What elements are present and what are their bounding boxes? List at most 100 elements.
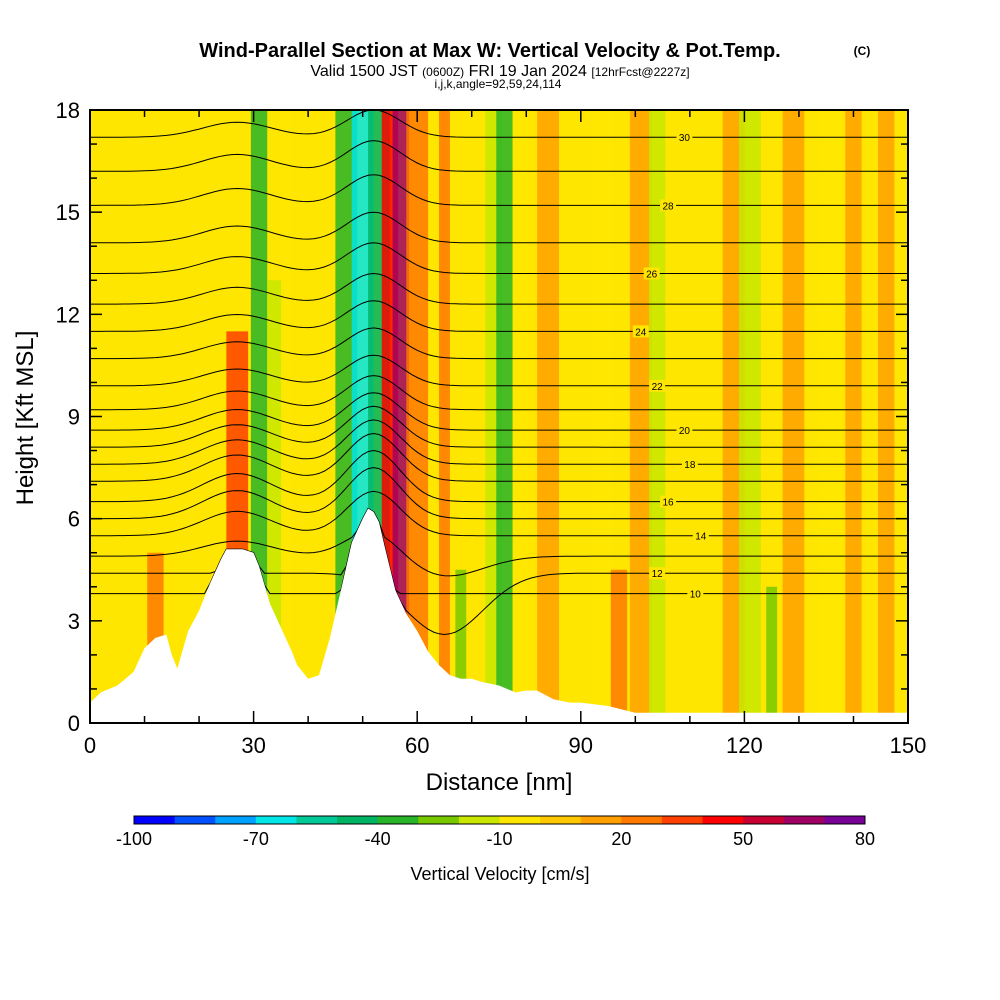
colorbar-swatch <box>337 816 379 824</box>
colorbar-tick-label: 50 <box>733 829 753 849</box>
colorbar-tick-label: -100 <box>116 829 152 849</box>
y-tick-label: 3 <box>68 609 80 634</box>
velocity-band <box>439 110 450 723</box>
theta-contour-line <box>90 507 908 577</box>
x-axis: 0 30 60 90 120 150 <box>84 110 926 758</box>
valid-prefix: Valid 1500 JST <box>310 63 418 80</box>
colorbar-tick-label: 80 <box>855 829 875 849</box>
colorbar-swatch <box>743 816 785 824</box>
contour-label: 16 <box>662 498 674 509</box>
x-tick-label: 150 <box>890 733 927 758</box>
colorbar-swatch <box>580 816 622 824</box>
terrain-mask <box>90 508 908 723</box>
y-tick-label: 12 <box>56 302 80 327</box>
colorbar-tick-label: -10 <box>486 829 512 849</box>
theta-contour-line <box>90 110 908 138</box>
contour-label-bg <box>643 267 660 280</box>
theta-contour-line <box>90 140 908 172</box>
colorbar-swatch <box>215 816 257 824</box>
contour-label-bg <box>687 587 704 600</box>
y-tick-label: 9 <box>68 405 80 430</box>
contour-label: 20 <box>679 426 691 437</box>
contour-label: 24 <box>635 327 647 338</box>
y-tick-label: 0 <box>68 711 80 736</box>
x-tick-label: 0 <box>84 733 96 758</box>
theta-contour-line <box>90 211 908 244</box>
velocity-band <box>455 569 467 723</box>
y-axis: 0 3 6 9 12 15 18 <box>56 98 908 736</box>
velocity-band <box>392 110 410 723</box>
theta-contour-line <box>90 449 908 503</box>
valid-time-line: Valid 1500 JST (0600Z) FRI 19 Jan 2024 [… <box>310 63 689 80</box>
contour-label-bg <box>660 495 677 508</box>
theta-contour-line <box>90 490 908 537</box>
contour-label-bg <box>649 567 666 580</box>
colorbar-swatch <box>499 816 541 824</box>
theta-contour-line <box>90 392 908 431</box>
contour-label: 12 <box>652 569 664 580</box>
velocity-band <box>738 110 761 723</box>
valid-date: FRI 19 Jan 2024 <box>469 63 587 80</box>
y-tick-label: 18 <box>56 98 80 123</box>
colorbar-swatch <box>540 816 582 824</box>
theta-contour-line <box>90 405 908 448</box>
x-tick-label: 90 <box>569 733 593 758</box>
colorbar-tick-label: -40 <box>365 829 391 849</box>
colorbar-swatch <box>296 816 338 824</box>
theta-contour-line <box>90 419 908 465</box>
contour-label-bg <box>649 379 666 392</box>
colorbar-swatch <box>458 816 500 824</box>
velocity-band <box>766 586 778 723</box>
contour-label: 14 <box>695 532 707 543</box>
theta-contour-line <box>90 327 908 360</box>
theta-contour-line <box>90 467 908 520</box>
contour-label: 26 <box>646 269 658 280</box>
colorbar-frame <box>133 815 866 825</box>
velocity-band <box>845 110 862 723</box>
colorbar: -100 -70 -40 -10 20 50 80 <box>116 815 875 849</box>
x-tick-label: 60 <box>405 733 429 758</box>
contour-label: 18 <box>684 460 696 471</box>
theta-contour-line <box>90 432 908 482</box>
contour-label: 10 <box>690 590 702 601</box>
colorbar-swatch <box>824 816 866 824</box>
velocity-band <box>512 110 529 723</box>
x-tick-label: 120 <box>726 733 763 758</box>
velocity-band <box>818 110 846 723</box>
valid-zulu: (0600Z) <box>422 65 464 79</box>
y-axis-label: Height [Kft MSL] <box>12 331 39 506</box>
contour-label-bg <box>681 458 698 471</box>
x-tick-label: 30 <box>241 733 265 758</box>
colorbar-swatch <box>783 816 825 824</box>
contour-label-bg <box>632 325 649 338</box>
contour-label: 30 <box>679 133 691 144</box>
colorbar-swatch <box>377 816 419 824</box>
contour-label: 28 <box>662 201 674 212</box>
colorbar-swatch <box>621 816 663 824</box>
grid-index-line: i,j,k,angle=92,59,24,114 <box>435 77 562 91</box>
contour-label-bg <box>660 199 677 212</box>
colorbar-swatch <box>661 816 704 824</box>
y-tick-label: 15 <box>56 200 80 225</box>
velocity-band <box>496 110 513 723</box>
theta-contour-line <box>90 272 908 305</box>
velocity-band <box>610 569 628 723</box>
colorbar-swatch <box>174 816 216 824</box>
velocity-band <box>878 110 895 723</box>
theta-contours: 10 12 14 16 18 20 22 24 26 28 30 <box>90 110 908 636</box>
velocity-band <box>591 110 614 723</box>
velocity-band <box>782 110 805 723</box>
colorbar-tick-label: -70 <box>243 829 269 849</box>
velocity-band <box>629 110 652 723</box>
colorbar-swatch <box>255 816 297 824</box>
colorbar-swatch <box>418 816 460 824</box>
colorbar-tick-label: 20 <box>611 829 631 849</box>
forecast-info: [12hrFcst@2227z] <box>591 65 689 79</box>
theta-contour-line <box>90 174 908 206</box>
theta-contour-line <box>90 354 908 387</box>
colorbar-swatch <box>702 816 744 824</box>
copyright-mark: (C) <box>854 44 871 58</box>
velocity-band <box>280 110 292 723</box>
theta-contour-line <box>90 375 908 411</box>
